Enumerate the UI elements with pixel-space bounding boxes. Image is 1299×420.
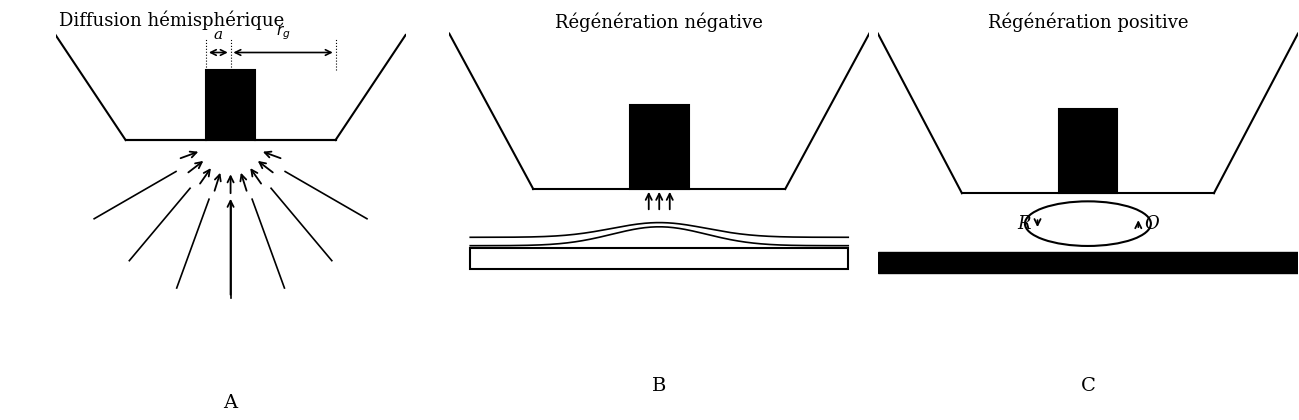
Bar xyxy=(207,70,255,140)
Bar xyxy=(630,105,688,189)
Text: Diffusion hémisphérique: Diffusion hémisphérique xyxy=(58,10,284,30)
Text: O: O xyxy=(1144,215,1160,233)
Text: $r_g$: $r_g$ xyxy=(275,24,291,42)
Bar xyxy=(878,252,1298,273)
Text: R: R xyxy=(1017,215,1031,233)
Bar xyxy=(1059,109,1117,193)
Text: a: a xyxy=(214,28,223,42)
Text: Régénération négative: Régénération négative xyxy=(555,13,764,32)
Text: B: B xyxy=(652,378,666,395)
Text: A: A xyxy=(223,394,238,412)
Text: Régénération positive: Régénération positive xyxy=(987,13,1189,32)
Text: C: C xyxy=(1081,378,1095,395)
Bar xyxy=(470,248,848,269)
